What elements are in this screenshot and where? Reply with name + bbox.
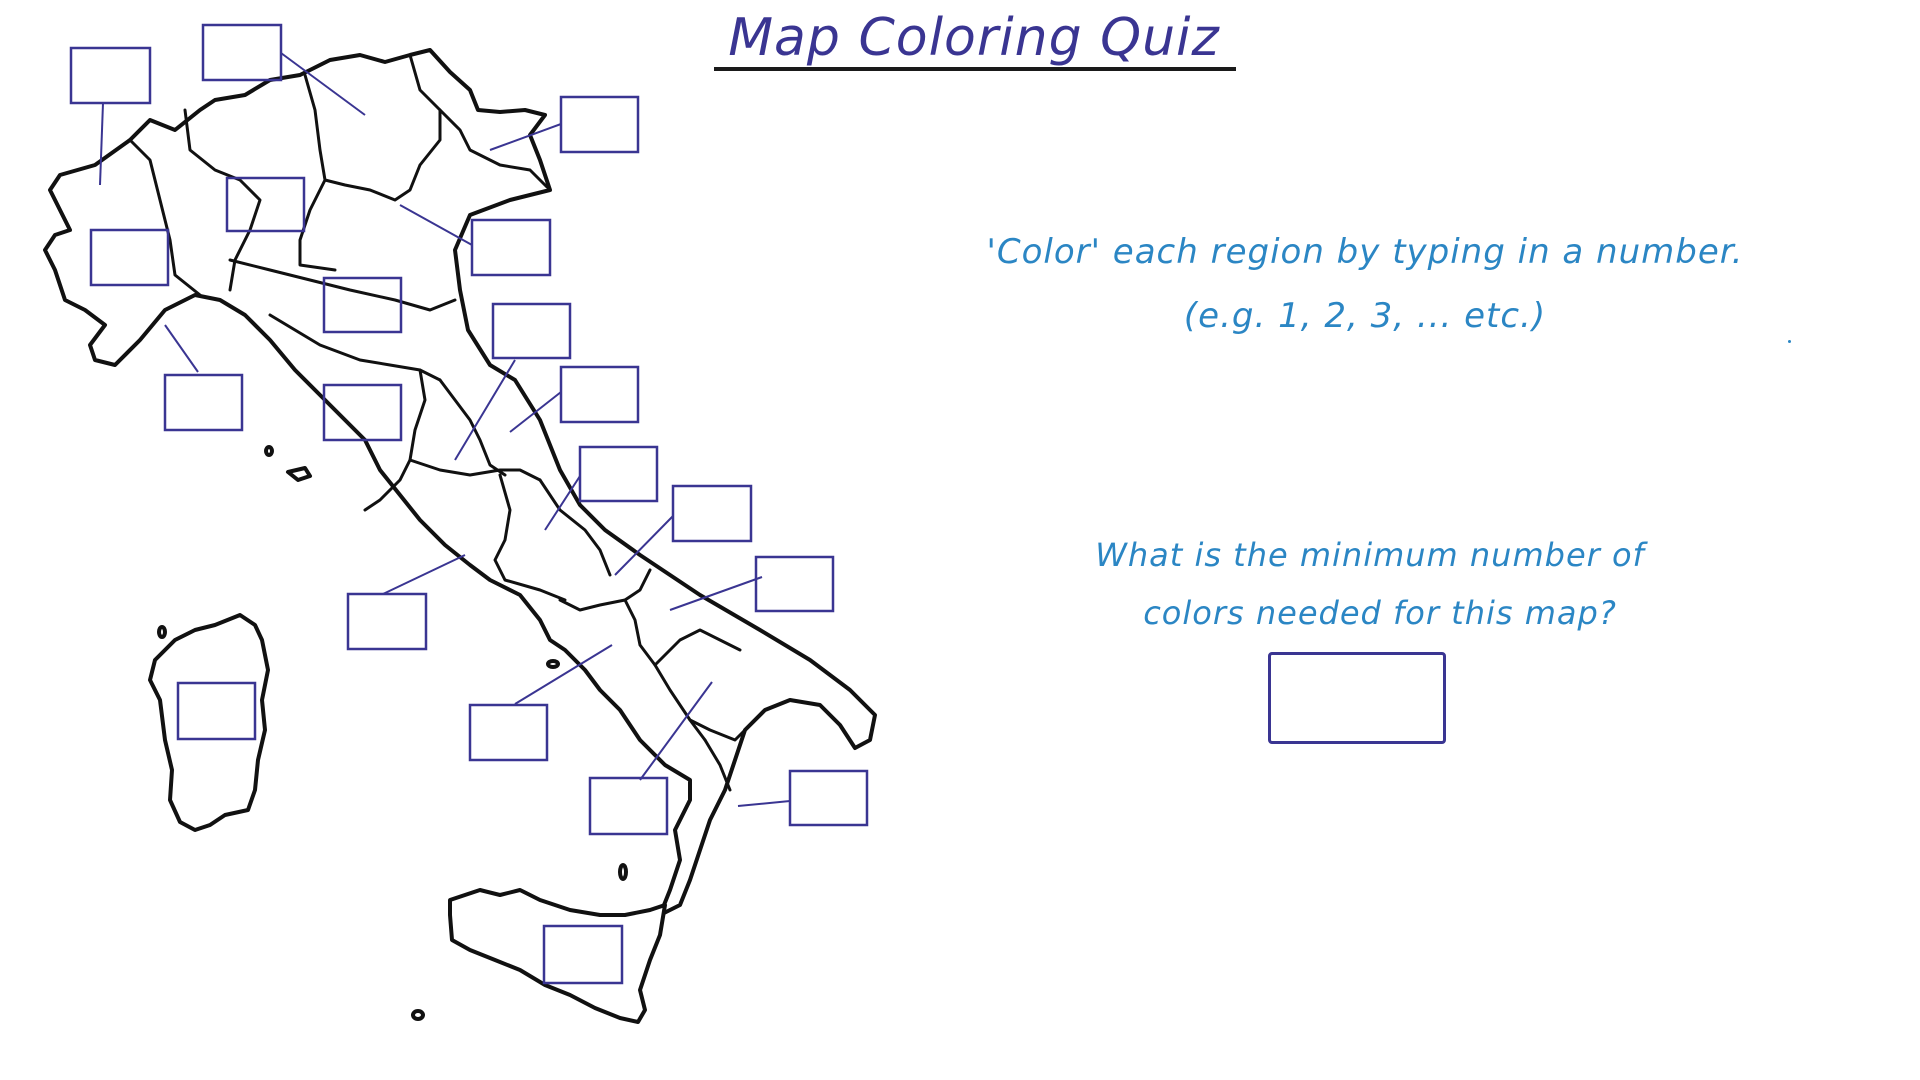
- leader-line: [544, 475, 581, 531]
- question-line-1: What is the minimum number of: [1095, 536, 1645, 574]
- region-input-17[interactable]: [468, 703, 549, 762]
- leader-line: [280, 52, 366, 116]
- region-border: [703, 738, 732, 792]
- sardinia-outline: [148, 613, 270, 832]
- region-border: [128, 138, 202, 297]
- title-underline: [714, 67, 1236, 71]
- leader-line: [454, 359, 516, 461]
- region-input-18[interactable]: [588, 776, 669, 836]
- region-input-14[interactable]: [754, 555, 835, 613]
- small-island-4: [618, 863, 628, 881]
- region-input-11[interactable]: [322, 383, 403, 442]
- small-island-2: [286, 466, 312, 482]
- italy-map: [43, 23, 877, 1024]
- region-border: [558, 568, 652, 612]
- leader-line: [489, 123, 562, 151]
- minimum-colors-answer-input[interactable]: [1268, 652, 1446, 744]
- region-input-5[interactable]: [89, 228, 170, 287]
- page-title: Map Coloring Quiz: [728, 8, 1220, 68]
- leader-line: [509, 391, 562, 433]
- region-input-13[interactable]: [671, 484, 753, 543]
- region-input-8[interactable]: [491, 302, 572, 360]
- stray-dot: [1788, 340, 1791, 343]
- leader-line: [737, 800, 791, 807]
- region-border: [298, 73, 337, 272]
- region-border: [663, 763, 692, 782]
- region-input-4[interactable]: [225, 176, 306, 233]
- leader-line: [669, 576, 763, 611]
- instruction-line-1: 'Color' each region by typing in a numbe…: [986, 232, 1744, 272]
- small-island-1: [264, 445, 274, 457]
- region-input-10[interactable]: [163, 373, 244, 432]
- region-input-16[interactable]: [176, 681, 257, 741]
- leader-line: [514, 644, 613, 705]
- small-island-5: [411, 1009, 425, 1021]
- region-border: [493, 473, 567, 602]
- region-border: [438, 108, 552, 192]
- region-input-15[interactable]: [346, 592, 428, 651]
- region-border: [653, 628, 742, 667]
- region-input-9[interactable]: [559, 365, 640, 424]
- region-border: [228, 258, 457, 312]
- instruction-line-2: (e.g. 1, 2, 3, ... etc.): [1183, 296, 1547, 336]
- question-line-2: colors needed for this map?: [1143, 594, 1617, 632]
- leader-line: [639, 681, 713, 781]
- small-island-6: [546, 659, 560, 669]
- region-border: [538, 478, 612, 577]
- region-border: [408, 458, 542, 482]
- region-border: [323, 53, 442, 202]
- region-border: [183, 108, 262, 292]
- region-input-19[interactable]: [788, 769, 869, 827]
- region-input-1[interactable]: [69, 46, 152, 105]
- region-input-2[interactable]: [201, 23, 283, 82]
- region-input-3[interactable]: [559, 95, 640, 154]
- region-input-20[interactable]: [542, 924, 624, 985]
- region-border: [438, 378, 507, 477]
- leader-line: [382, 554, 466, 595]
- leader-line: [399, 204, 473, 246]
- small-island-3: [157, 625, 167, 639]
- sicily-outline: [448, 888, 667, 1024]
- leader-line: [99, 102, 104, 186]
- region-input-6[interactable]: [470, 218, 552, 277]
- leader-line: [164, 324, 199, 373]
- region-input-7[interactable]: [322, 276, 403, 334]
- region-border: [688, 718, 747, 742]
- region-input-12[interactable]: [578, 445, 659, 503]
- leader-line: [614, 515, 674, 576]
